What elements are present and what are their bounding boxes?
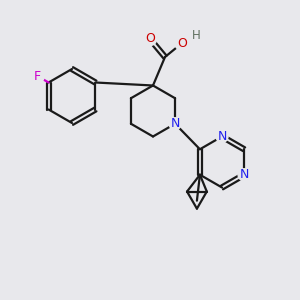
Text: O: O [145, 32, 155, 46]
Text: H: H [192, 28, 201, 42]
Text: N: N [170, 117, 180, 130]
Circle shape [169, 118, 181, 130]
Text: O: O [177, 37, 187, 50]
Text: F: F [34, 70, 41, 83]
Text: N: N [239, 168, 249, 181]
Circle shape [216, 130, 228, 142]
Circle shape [238, 169, 250, 181]
Text: N: N [217, 130, 227, 143]
Circle shape [143, 32, 157, 46]
Circle shape [175, 37, 188, 50]
Circle shape [31, 70, 44, 83]
